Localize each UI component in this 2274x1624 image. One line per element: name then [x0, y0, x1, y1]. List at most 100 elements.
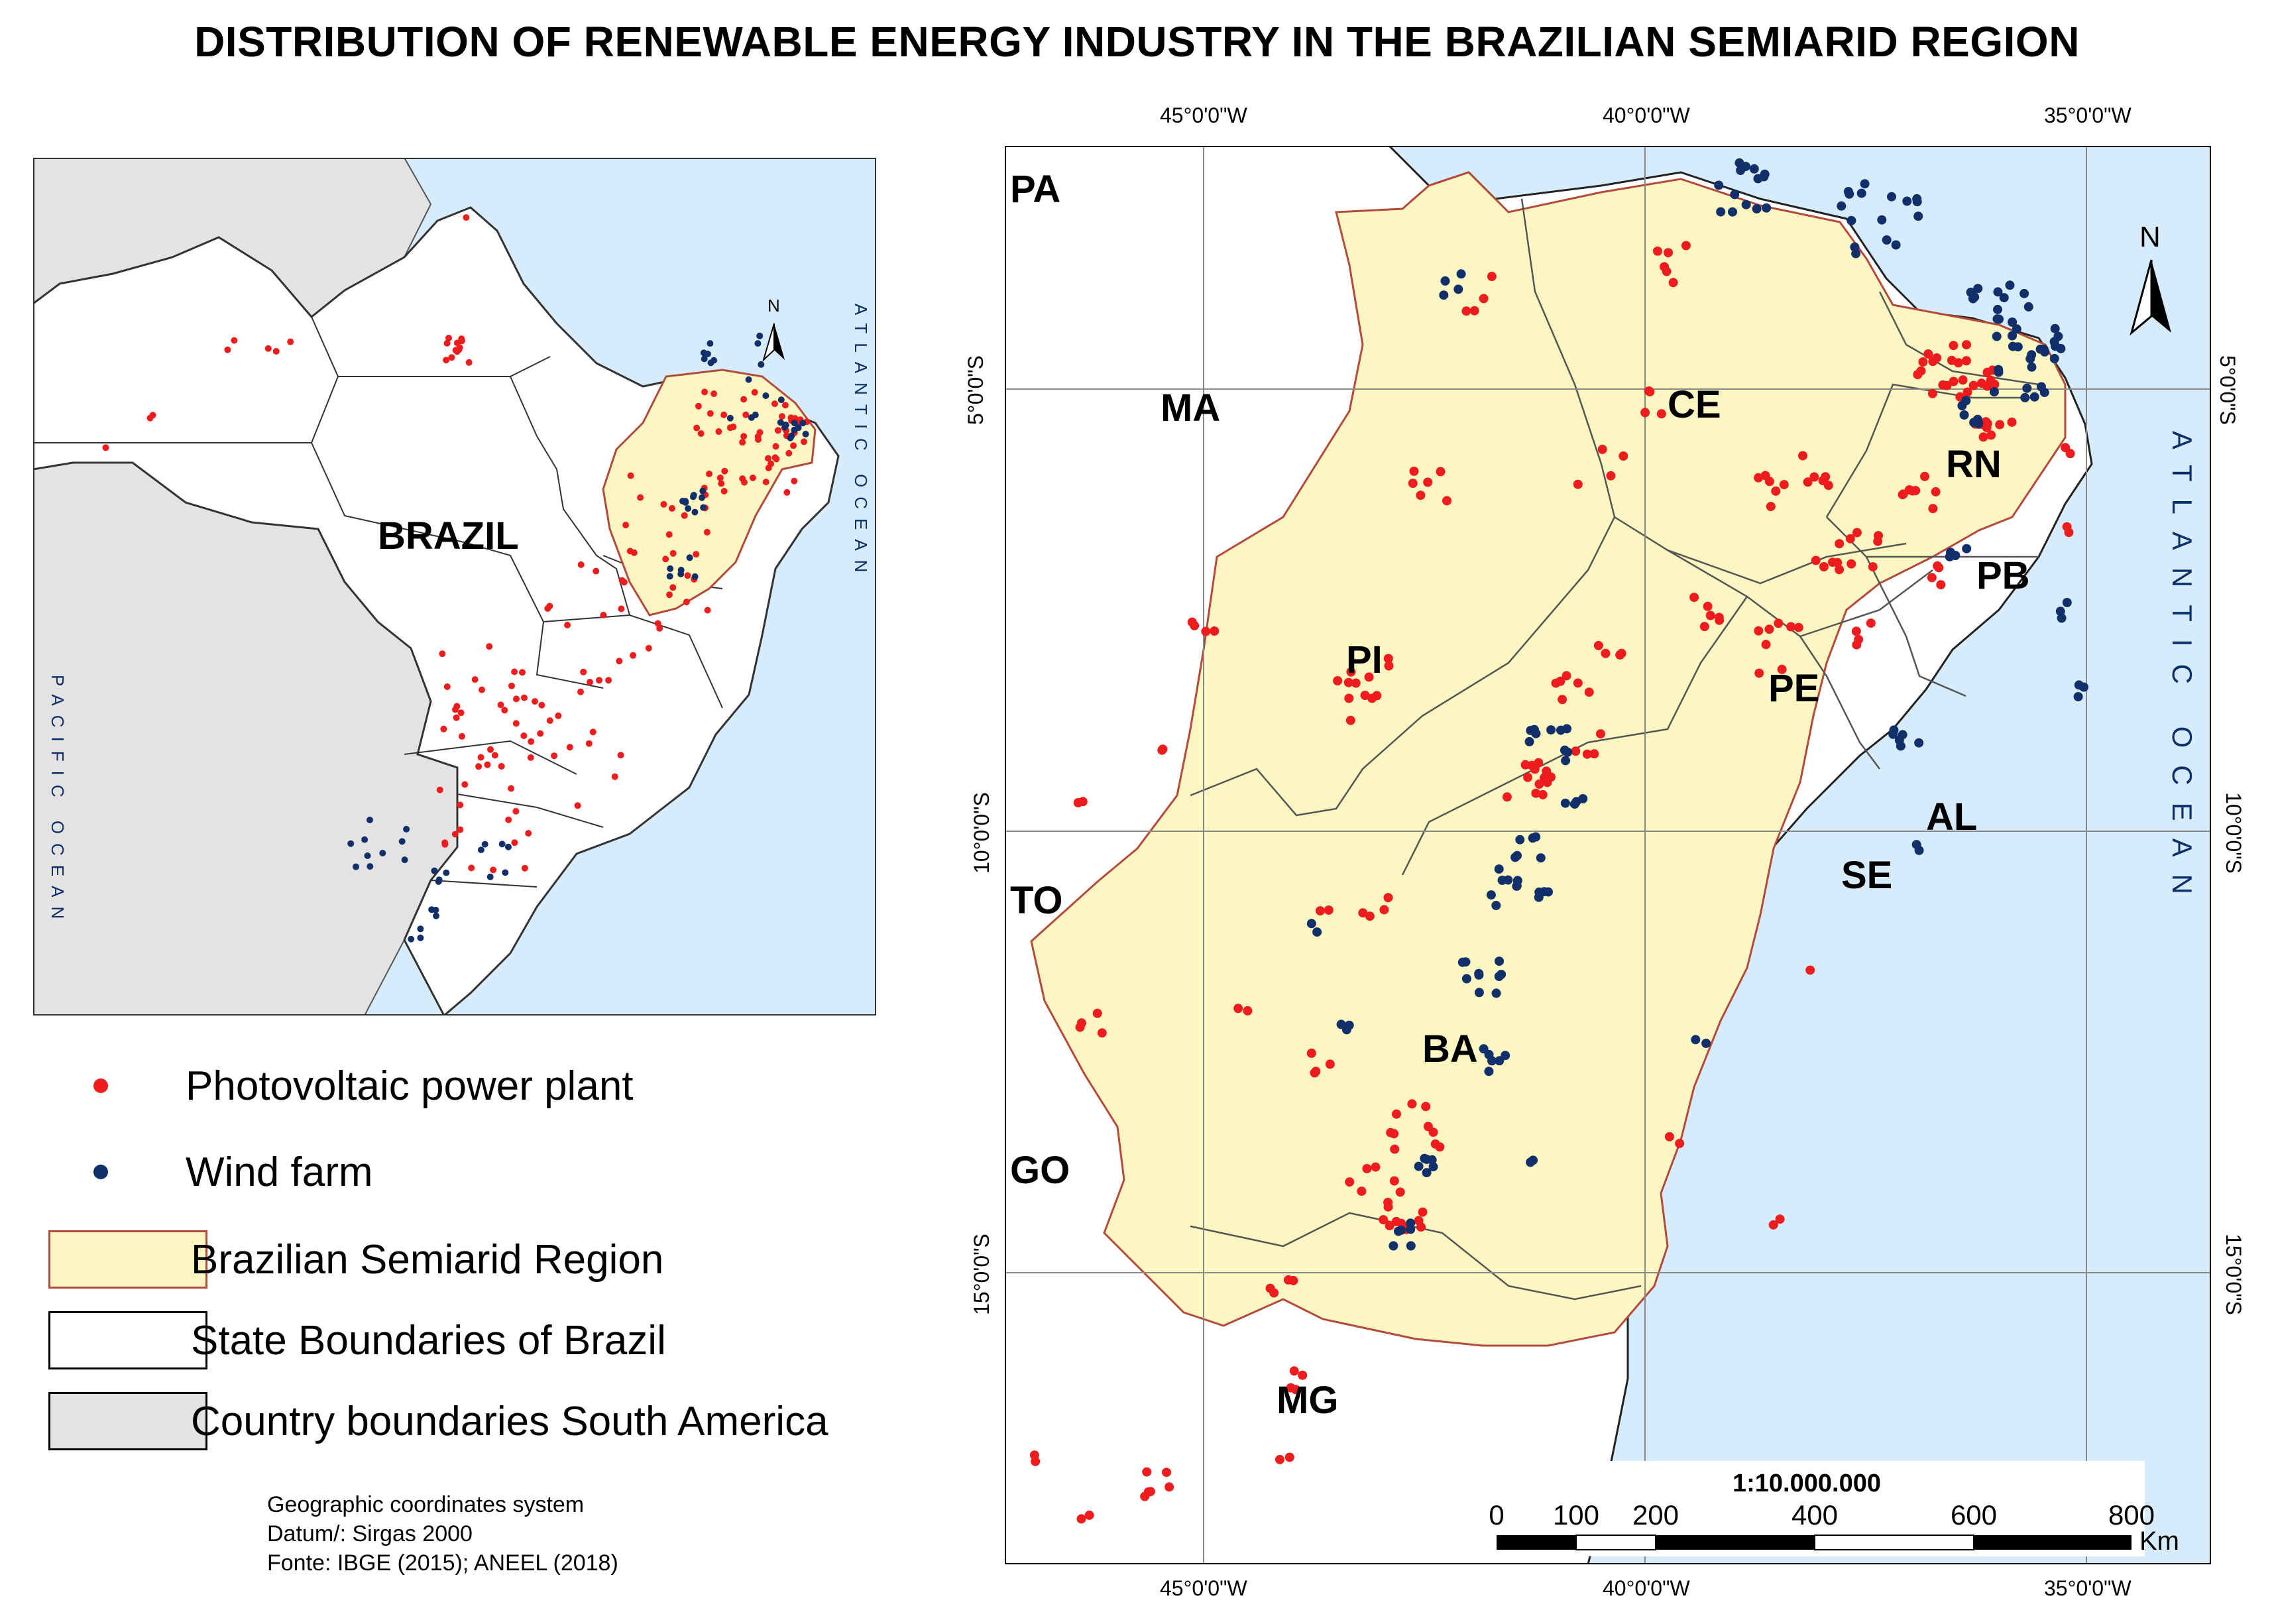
pv-point	[1275, 1455, 1284, 1464]
wind-point	[1453, 284, 1463, 294]
scale-ratio: 1:10.000.000	[1733, 1470, 1881, 1497]
pv-point	[453, 703, 460, 709]
pv-point	[1835, 539, 1844, 548]
wind-point	[667, 565, 673, 572]
wind-point	[1970, 292, 1979, 302]
wind-point	[2025, 354, 2035, 363]
wind-point	[1487, 890, 1496, 899]
wind-point	[1691, 1035, 1700, 1044]
pv-point	[1847, 559, 1856, 569]
pv-point	[1771, 487, 1780, 496]
pv-point	[740, 433, 747, 439]
pv-point	[440, 726, 447, 732]
pv-point	[1573, 678, 1583, 687]
main-atlantic-label: ATLANTIC OCEAN	[2167, 431, 2198, 911]
pv-point	[706, 471, 712, 477]
pv-point	[1392, 1110, 1401, 1119]
pv-point	[1408, 479, 1418, 488]
wind-point	[1960, 410, 1969, 420]
pv-point	[790, 442, 797, 449]
pv-point	[1307, 1049, 1316, 1058]
pv-point	[522, 865, 528, 872]
wind-point	[1491, 901, 1501, 910]
pv-point	[1521, 760, 1530, 770]
pv-point	[1986, 376, 1996, 385]
wind-point	[1890, 725, 1899, 734]
pv-point	[655, 620, 661, 627]
inset-pacific-label: PACIFIC OCEAN	[48, 675, 68, 928]
pv-point	[637, 494, 644, 501]
pv-point	[718, 481, 724, 487]
state-label-pa: PA	[1010, 168, 1060, 211]
pv-point	[1644, 386, 1654, 396]
pv-point	[231, 337, 237, 344]
pv-point	[1384, 1202, 1393, 1212]
pv-point	[459, 337, 465, 344]
wind-point	[691, 509, 698, 516]
pv-point	[1786, 622, 1795, 632]
wind-point	[1877, 215, 1886, 225]
wind-point	[1515, 835, 1524, 844]
scale-tick-0: 0	[1489, 1499, 1504, 1531]
wind-point	[1992, 332, 2002, 341]
pv-point	[577, 689, 584, 695]
pv-point	[1585, 687, 1594, 697]
pv-point	[1290, 1366, 1299, 1375]
pv-point	[1558, 695, 1567, 704]
pv-point	[2065, 528, 2074, 537]
pv-point	[1311, 1067, 1320, 1076]
pv-point	[1530, 764, 1540, 774]
pv-point	[1846, 534, 1855, 544]
pv-point	[1077, 1514, 1086, 1523]
pv-point	[704, 529, 711, 536]
wind-point	[1714, 181, 1723, 190]
lon-label-bottom-40: 40°0'0"W	[1603, 1576, 1690, 1601]
wind-point	[1439, 290, 1448, 300]
wind-point	[788, 433, 795, 439]
pv-point	[1706, 611, 1715, 620]
pv-point	[628, 473, 634, 479]
wind-point	[1860, 179, 1870, 188]
pv-point	[1959, 375, 1968, 384]
pv-point	[1333, 676, 1342, 685]
pv-point	[695, 403, 702, 410]
wind-point	[1560, 746, 1569, 755]
pv-point	[444, 683, 451, 690]
wind-point	[1389, 1242, 1398, 1251]
pv-point	[463, 214, 469, 221]
scale-tick-400: 400	[1791, 1499, 1838, 1531]
lat-label-left-5: 5°0'0"S	[964, 355, 988, 425]
pv-point	[1416, 491, 1425, 500]
wind-point	[1570, 799, 1579, 809]
wind-point	[2079, 683, 2088, 692]
pv-point	[740, 396, 747, 402]
state-label-pe: PE	[1768, 667, 1819, 710]
wind-point	[1307, 919, 1316, 928]
wind-point	[1742, 200, 1751, 209]
lat-label-right-5: 5°0'0"S	[2215, 355, 2240, 425]
wind-point	[487, 874, 494, 880]
pv-point	[498, 763, 505, 770]
pv-point	[715, 428, 722, 435]
legend-countries-label: Country boundaries South America	[191, 1398, 828, 1445]
pv-point	[670, 550, 677, 557]
pv-point	[1954, 358, 1963, 367]
wind-point	[367, 863, 373, 870]
pv-point	[1324, 905, 1334, 915]
pv-point	[666, 591, 673, 598]
pv-point	[1346, 716, 1355, 725]
pv-point	[501, 707, 508, 713]
pv-point	[498, 701, 504, 708]
pv-point	[1487, 272, 1497, 281]
wind-point	[756, 333, 763, 339]
pv-point	[1541, 774, 1550, 783]
pv-point	[1470, 306, 1479, 316]
pv-point	[791, 478, 797, 485]
pv-point	[224, 347, 231, 353]
pv-point	[505, 817, 512, 823]
pv-point	[775, 427, 781, 434]
wind-point	[1915, 846, 1924, 855]
pv-point	[532, 698, 538, 705]
pv-point	[593, 568, 599, 575]
wind-point	[1857, 189, 1866, 198]
